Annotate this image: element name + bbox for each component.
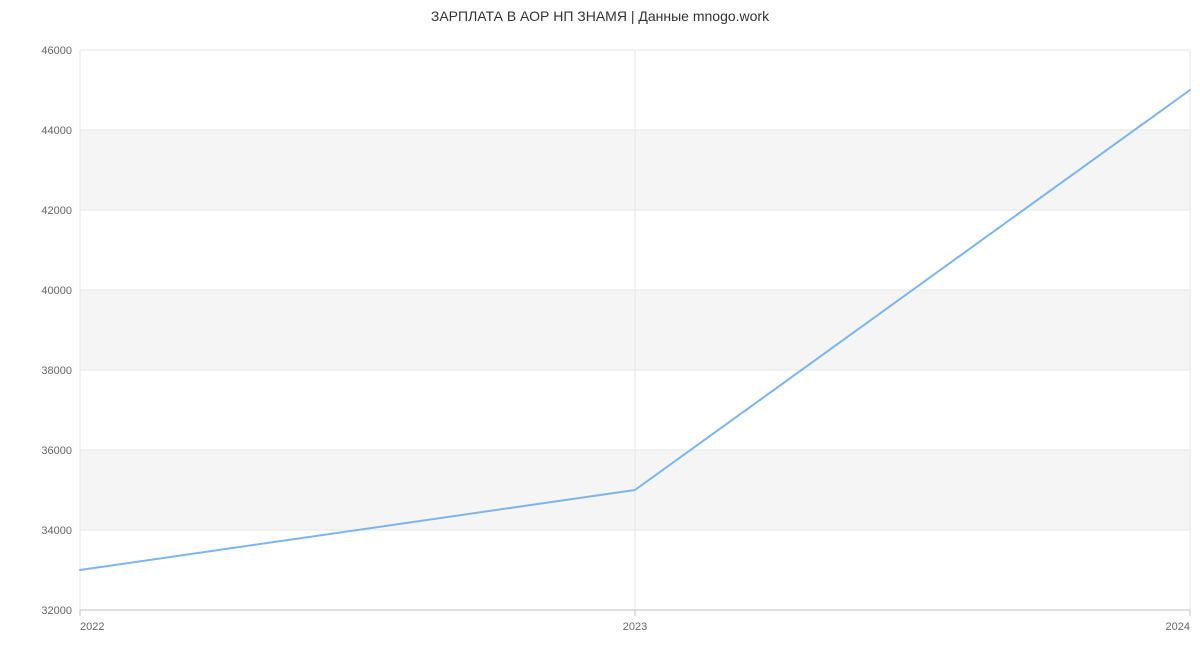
- x-tick-label: 2024: [1166, 621, 1190, 633]
- chart-title: ЗАРПЛАТА В АОР НП ЗНАМЯ | Данные mnogo.w…: [0, 8, 1200, 24]
- x-tick-label: 2022: [80, 621, 104, 633]
- y-tick-label: 44000: [41, 125, 72, 137]
- y-tick-label: 34000: [41, 525, 72, 537]
- y-tick-label: 40000: [41, 285, 72, 297]
- y-tick-label: 36000: [41, 445, 72, 457]
- y-tick-label: 46000: [41, 45, 72, 57]
- y-tick-label: 32000: [41, 605, 72, 617]
- line-chart: ЗАРПЛАТА В АОР НП ЗНАМЯ | Данные mnogo.w…: [0, 0, 1200, 650]
- y-tick-label: 38000: [41, 365, 72, 377]
- y-tick-label: 42000: [41, 205, 72, 217]
- chart-svg: 2022 2023 2024 32000 34000 36000 38000 40000 420…: [0, 0, 1200, 650]
- x-tick-label: 2023: [623, 621, 647, 633]
